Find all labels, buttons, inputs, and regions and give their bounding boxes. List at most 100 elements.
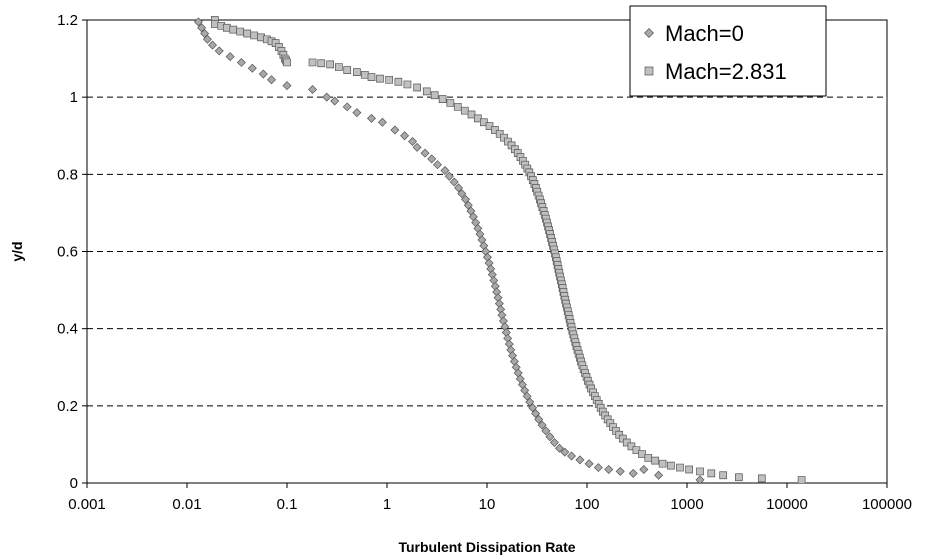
data-point-s0-10	[267, 75, 277, 85]
data-point-s1-17	[283, 58, 291, 67]
data-point-s1-131	[685, 465, 693, 474]
data-point-s0-4	[208, 40, 218, 50]
data-point-s0-23	[420, 148, 430, 158]
data-point-s0-67	[528, 403, 538, 413]
y-axis-title: y/d	[9, 241, 25, 261]
x-tick-label-8: 100000	[862, 496, 912, 513]
x-axis-title: Turbulent Dissipation Rate	[398, 539, 575, 555]
data-point-s1-135	[735, 473, 743, 482]
data-point-s0-81	[615, 466, 625, 476]
data-point-s1-20	[326, 60, 334, 69]
data-point-s0-19	[390, 125, 400, 135]
data-point-s1-27	[385, 75, 393, 84]
data-point-s0-11	[282, 81, 292, 91]
data-point-s0-69	[534, 414, 544, 424]
series-0	[193, 17, 705, 485]
data-point-s0-83	[639, 465, 649, 474]
x-tick-label-0: 0.001	[68, 496, 106, 513]
data-point-s0-29	[454, 183, 464, 193]
data-point-s0-78	[584, 459, 594, 469]
data-point-s0-26	[440, 165, 450, 175]
data-point-s0-66	[525, 397, 535, 407]
data-point-s1-36	[460, 106, 469, 115]
data-point-s0-73	[549, 437, 559, 447]
data-point-s0-79	[593, 463, 603, 473]
data-point-s1-30	[413, 83, 421, 92]
x-tick-label-2: 0.1	[277, 496, 298, 513]
data-point-s1-137	[797, 476, 806, 484]
data-point-s0-18	[377, 117, 387, 127]
data-point-s1-127	[651, 456, 659, 465]
data-point-s0-30	[457, 189, 467, 199]
data-point-s1-7	[250, 31, 259, 40]
data-point-s0-24	[427, 154, 437, 164]
y-tick-label-0: 0	[70, 475, 78, 492]
data-point-s1-29	[403, 80, 412, 89]
data-point-s0-16	[352, 108, 362, 118]
data-point-s0-82	[628, 468, 638, 478]
data-point-s0-25	[433, 160, 443, 170]
data-point-s1-133	[707, 469, 716, 478]
x-tick-label-3: 1	[383, 496, 391, 513]
data-point-s1-25	[367, 73, 376, 81]
data-point-s0-12	[308, 84, 318, 94]
data-point-s1-5	[236, 27, 244, 36]
data-point-s1-1	[211, 20, 219, 28]
data-point-s0-8	[247, 63, 257, 73]
x-tick-label-6: 1000	[670, 496, 703, 513]
data-point-s1-126	[644, 454, 653, 462]
data-point-s1-24	[360, 70, 369, 79]
data-point-s1-130	[676, 463, 684, 472]
y-tick-label-4: 0.8	[57, 166, 78, 183]
data-point-s1-21	[335, 63, 343, 71]
data-point-s0-3	[202, 34, 212, 44]
data-point-s1-23	[353, 68, 361, 76]
data-point-s1-134	[719, 471, 728, 480]
data-point-s1-4	[229, 25, 238, 34]
series-1	[211, 16, 806, 484]
y-axis-ticks: 0 0.2 0.4 0.6 0.8 1 1.2	[57, 12, 87, 492]
data-point-s0-20	[400, 131, 410, 141]
series-layer	[193, 16, 806, 485]
data-point-s0-71	[541, 426, 551, 436]
data-point-s0-22	[412, 142, 422, 152]
legend: Mach=0 Mach=2.831	[629, 5, 827, 97]
data-point-s1-3	[222, 23, 231, 32]
y-tick-label-6: 1.2	[57, 12, 78, 29]
data-point-s0-77	[575, 455, 585, 465]
data-point-s0-2	[200, 29, 210, 38]
x-tick-label-7: 10000	[766, 496, 808, 513]
data-point-s1-19	[317, 59, 326, 68]
data-point-s0-85	[695, 475, 705, 485]
data-point-s0-27	[444, 171, 454, 181]
data-point-s0-84	[654, 470, 664, 480]
x-tick-label-5: 100	[574, 496, 599, 513]
legend-box	[629, 5, 827, 97]
data-point-s1-33	[438, 95, 447, 103]
data-point-s0-70	[537, 420, 547, 430]
data-point-s1-6	[243, 29, 252, 38]
data-point-s1-31	[422, 87, 431, 96]
data-point-s0-9	[258, 69, 268, 79]
data-point-s0-0	[193, 17, 203, 27]
data-point-s0-7	[236, 57, 246, 67]
data-point-s0-80	[604, 465, 614, 474]
legend-label-mach-2831: Mach=2.831	[665, 59, 787, 84]
data-point-s1-22	[343, 66, 352, 75]
legend-marker-mach-2831	[644, 66, 654, 76]
y-tick-label-3: 0.6	[57, 244, 78, 261]
y-tick-label-2: 0.4	[57, 321, 78, 338]
x-tick-label-4: 10	[479, 496, 496, 513]
data-point-s0-72	[545, 432, 555, 442]
x-axis-ticks: 0.001 0.01 0.1 1 10 100 1000 10000 100000	[68, 483, 912, 513]
data-point-s0-21	[408, 137, 418, 147]
data-point-s0-6	[225, 52, 235, 62]
data-point-s1-132	[696, 467, 704, 476]
x-tick-label-1: 0.01	[172, 496, 201, 513]
data-point-s0-28	[449, 177, 459, 187]
y-tick-label-5: 1	[70, 89, 78, 106]
data-point-s0-31	[461, 194, 471, 204]
data-point-s0-13	[322, 92, 332, 102]
data-point-s0-76	[567, 451, 577, 461]
